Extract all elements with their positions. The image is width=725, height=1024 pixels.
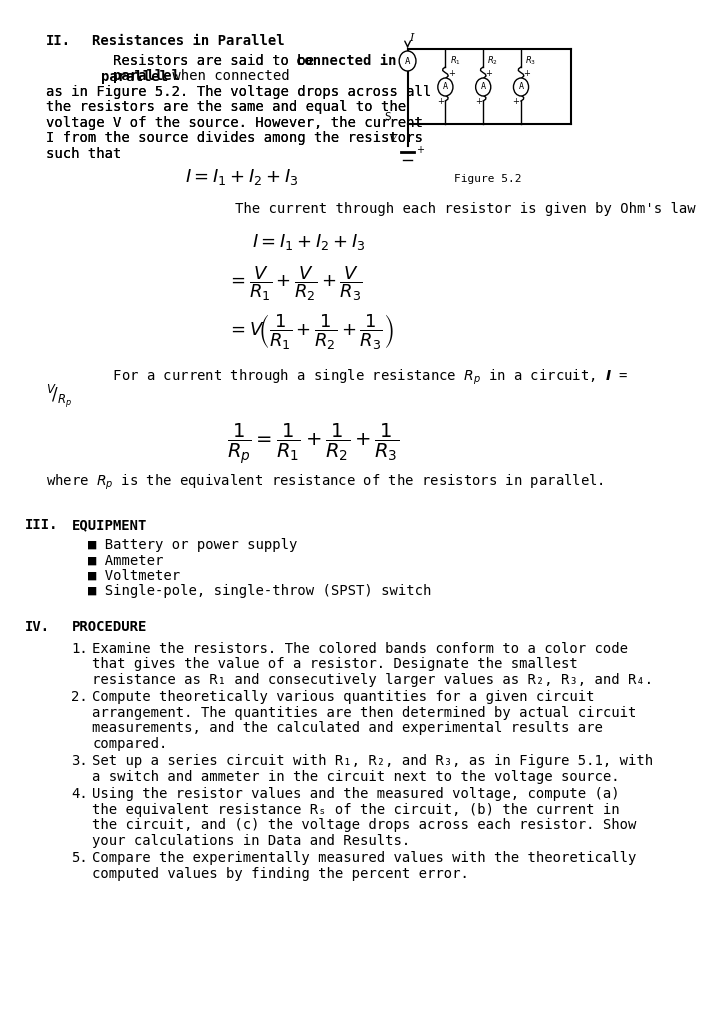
Text: compared.: compared. — [93, 737, 167, 751]
Text: $I = I_1 + I_2 + I_3$: $I = I_1 + I_2 + I_3$ — [185, 168, 299, 187]
Text: measurements, and the calculated and experimental results are: measurements, and the calculated and exp… — [93, 722, 603, 735]
Text: parallel: parallel — [101, 70, 168, 84]
Text: 5.: 5. — [72, 852, 88, 865]
Text: when connected: when connected — [164, 70, 289, 84]
Text: your calculations in Data and Results.: your calculations in Data and Results. — [93, 834, 410, 848]
Text: Compute theoretically various quantities for a given circuit: Compute theoretically various quantities… — [93, 690, 595, 705]
Text: $= V\!\left(\dfrac{1}{R_1} + \dfrac{1}{R_2} + \dfrac{1}{R_3}\right)$: $= V\!\left(\dfrac{1}{R_1} + \dfrac{1}{R… — [227, 312, 394, 351]
Text: 4.: 4. — [72, 787, 88, 802]
Text: voltage V of the source. However, the current: voltage V of the source. However, the cu… — [46, 116, 423, 130]
Text: S: S — [384, 112, 391, 122]
Text: V: V — [389, 134, 397, 144]
Circle shape — [399, 51, 416, 71]
Text: Compare the experimentally measured values with the theoretically: Compare the experimentally measured valu… — [93, 852, 637, 865]
Text: the resistors are the same and equal to the: the resistors are the same and equal to … — [46, 100, 406, 115]
Text: computed values by finding the percent error.: computed values by finding the percent e… — [93, 867, 469, 881]
Text: a switch and ammeter in the circuit next to the voltage source.: a switch and ammeter in the circuit next… — [93, 770, 620, 784]
Text: EQUIPMENT: EQUIPMENT — [72, 518, 146, 532]
Text: I from the source divides among the resistors: I from the source divides among the resi… — [46, 131, 423, 145]
Text: the resistors are the same and equal to the: the resistors are the same and equal to … — [46, 100, 406, 115]
Text: arrangement. The quantities are then determined by actual circuit: arrangement. The quantities are then det… — [93, 706, 637, 720]
Text: $R_2$: $R_2$ — [487, 54, 498, 68]
Text: ■ Single-pole, single-throw (SPST) switch: ■ Single-pole, single-throw (SPST) switc… — [88, 585, 431, 598]
Text: III.: III. — [25, 518, 59, 532]
Text: ■ Ammeter: ■ Ammeter — [88, 554, 164, 567]
Text: where $\boldsymbol{R_p}$ is the equivalent resistance of the resistors in parall: where $\boldsymbol{R_p}$ is the equivale… — [46, 473, 604, 493]
Text: For a current through a single resistance $\boldsymbol{R_p}$ in a circuit, $\bol: For a current through a single resistanc… — [46, 368, 629, 387]
Text: II.: II. — [46, 34, 71, 48]
Text: $I = I_1 + I_2 + I_3$: $I = I_1 + I_2 + I_3$ — [252, 232, 365, 253]
Text: $R_3$: $R_3$ — [525, 54, 536, 68]
Text: as in Figure 5.2. The voltage drops across all: as in Figure 5.2. The voltage drops acro… — [46, 85, 431, 99]
Text: A: A — [405, 56, 410, 66]
Text: Using the resistor values and the measured voltage, compute (a): Using the resistor values and the measur… — [93, 787, 620, 802]
Text: resistance as R₁ and consecutively larger values as R₂, R₃, and R₄.: resistance as R₁ and consecutively large… — [93, 673, 653, 687]
Text: $R_1$: $R_1$ — [450, 54, 460, 68]
Text: that gives the value of a resistor. Designate the smallest: that gives the value of a resistor. Desi… — [93, 657, 579, 672]
Text: Set up a series circuit with R₁, R₂, and R₃, as in Figure 5.1, with: Set up a series circuit with R₁, R₂, and… — [93, 755, 653, 768]
Text: IV.: IV. — [25, 620, 50, 634]
Text: voltage V of the source. However, the current: voltage V of the source. However, the cu… — [46, 116, 423, 130]
Text: I from the source divides among the resistors: I from the source divides among the resi… — [46, 131, 423, 145]
Text: Examine the resistors. The colored bands conform to a color code: Examine the resistors. The colored bands… — [93, 642, 629, 656]
Text: the circuit, and (c) the voltage drops across each resistor. Show: the circuit, and (c) the voltage drops a… — [93, 818, 637, 833]
Text: Resistors are said to be: Resistors are said to be — [46, 54, 323, 68]
Text: ■ Battery or power supply: ■ Battery or power supply — [88, 538, 297, 552]
Text: such that: such that — [46, 147, 122, 161]
Text: 3.: 3. — [72, 755, 88, 768]
Text: 2.: 2. — [72, 690, 88, 705]
Text: The current through each resistor is given by Ohm's law: The current through each resistor is giv… — [236, 203, 696, 216]
Text: +: + — [448, 69, 455, 78]
Text: I: I — [410, 33, 414, 43]
Circle shape — [513, 78, 529, 96]
Text: +: + — [475, 96, 481, 105]
Text: +: + — [486, 69, 492, 78]
Text: $^V\!/_{R_p}$: $^V\!/_{R_p}$ — [46, 383, 72, 411]
Text: connected in: connected in — [296, 54, 397, 68]
Text: Resistors are said to be: Resistors are said to be — [46, 54, 323, 68]
Text: A: A — [443, 83, 448, 91]
Text: ■ Voltmeter: ■ Voltmeter — [88, 569, 181, 583]
Text: Figure 5.2: Figure 5.2 — [454, 174, 521, 184]
Text: 1.: 1. — [72, 642, 88, 656]
Text: +: + — [416, 145, 424, 155]
Text: as in Figure 5.2. The voltage drops across all: as in Figure 5.2. The voltage drops acro… — [46, 85, 431, 99]
Text: +: + — [437, 96, 444, 105]
Text: PROCEDURE: PROCEDURE — [72, 620, 146, 634]
Text: Resistances in Parallel: Resistances in Parallel — [93, 34, 285, 48]
Text: the equivalent resistance Rₛ of the circuit, (b) the current in: the equivalent resistance Rₛ of the circ… — [93, 803, 620, 817]
Text: $= \dfrac{V}{R_1} + \dfrac{V}{R_2} + \dfrac{V}{R_3}$: $= \dfrac{V}{R_1} + \dfrac{V}{R_2} + \df… — [227, 264, 362, 303]
Circle shape — [438, 78, 453, 96]
Text: +: + — [513, 96, 519, 105]
Text: +: + — [523, 69, 530, 78]
Text: A: A — [518, 83, 523, 91]
Text: $\dfrac{1}{R_p} = \dfrac{1}{R_1} + \dfrac{1}{R_2} + \dfrac{1}{R_3}$: $\dfrac{1}{R_p} = \dfrac{1}{R_1} + \dfra… — [227, 421, 399, 466]
Circle shape — [476, 78, 491, 96]
Text: such that: such that — [46, 147, 122, 161]
Text: A: A — [481, 83, 486, 91]
Text: parallel: parallel — [46, 70, 181, 84]
